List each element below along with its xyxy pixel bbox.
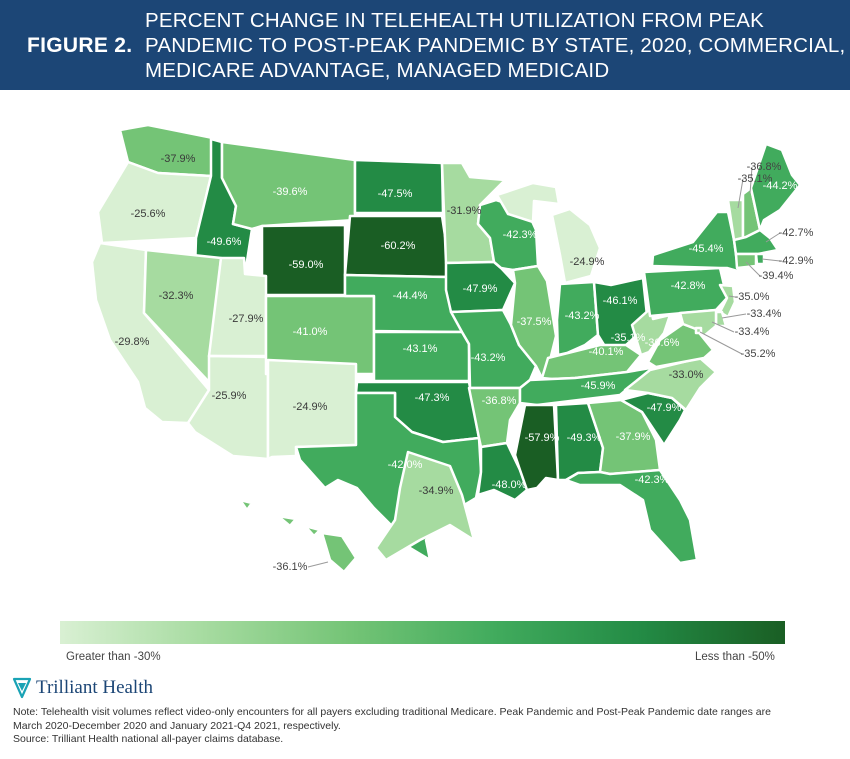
value-label-nc: -33.0% (669, 369, 704, 381)
leader-line-ri (761, 258, 781, 262)
figure-title-line-2: PANDEMIC TO POST-PEAK PANDEMIC BY STATE,… (145, 34, 846, 57)
value-label-ct: -39.4% (759, 270, 794, 282)
state-ct (734, 252, 758, 270)
value-label-mt: -39.6% (273, 186, 308, 198)
value-label-il: -37.5% (517, 316, 552, 328)
value-label-ut: -27.9% (229, 313, 264, 325)
value-label-me: -44.2% (763, 180, 798, 192)
value-label-ar: -36.8% (482, 395, 517, 407)
value-label-ca: -29.8% (115, 336, 150, 348)
leader-line-vt (737, 178, 744, 209)
state-ak (374, 450, 476, 562)
value-label-ks: -43.1% (403, 343, 438, 355)
value-label-la: -48.0% (492, 479, 527, 491)
value-label-id: -49.6% (207, 236, 242, 248)
value-label-az: -25.9% (212, 390, 247, 402)
value-label-co: -41.0% (293, 326, 328, 338)
value-label-dc: -35.2% (741, 348, 776, 360)
value-label-ny: -45.4% (689, 243, 724, 255)
value-label-tn: -45.9% (581, 380, 616, 392)
brand-name: Trilliant Health (36, 677, 153, 698)
state-mi (495, 181, 602, 285)
states-layer (90, 123, 802, 574)
state-nm (266, 358, 358, 461)
leader-line-dc (699, 331, 743, 355)
state-or (96, 160, 213, 245)
value-label-de: -33.4% (747, 308, 782, 320)
leader-lines-layer (307, 166, 781, 568)
note-line-2: March 2020-December 2020 and January 202… (13, 719, 341, 732)
state-fl (564, 468, 699, 565)
value-label-ak: -34.9% (419, 485, 454, 497)
value-labels-layer: -37.9% -25.6% -29.8% -49.6% -32.3% -39.6% -59.… (115, 153, 814, 573)
note-line-1: Note: Telehealth visit volumes reflect v… (13, 706, 771, 718)
value-label-vt: -35.1% (738, 173, 773, 185)
value-label-wy: -59.0% (289, 259, 324, 271)
figure-header: FIGURE 2. PERCENT CHANGE IN TELEHEALTH U… (0, 0, 850, 90)
leader-line-md (711, 321, 735, 333)
color-scale-legend (60, 621, 785, 644)
figure-title-line-3: MEDICARE ADVANTAGE, MANAGED MEDICAID (145, 59, 610, 82)
value-label-ms: -57.9% (525, 432, 560, 444)
leader-line-de (721, 313, 747, 319)
state-la (476, 441, 529, 502)
value-label-ri: -42.9% (779, 255, 814, 267)
value-label-ok: -47.3% (415, 392, 450, 404)
value-label-ga: -37.9% (616, 431, 651, 443)
legend-min-label: Greater than -30% (66, 651, 161, 663)
leader-line-hi (307, 561, 329, 568)
value-label-nh: -36.8% (747, 161, 782, 173)
value-label-md: -33.4% (735, 326, 770, 338)
state-ms (513, 403, 560, 492)
value-label-sd: -60.2% (381, 240, 416, 252)
figure-notes: Note: Telehealth visit volumes reflect v… (13, 706, 843, 747)
value-label-or: -25.6% (131, 208, 166, 220)
state-hi (238, 498, 358, 574)
value-label-al: -49.3% (567, 432, 602, 444)
leader-line-ct (745, 261, 761, 277)
leader-line-nj (728, 295, 736, 298)
value-label-mo: -43.2% (471, 352, 506, 364)
value-label-pa: -42.8% (671, 280, 706, 292)
value-label-in: -43.2% (565, 310, 600, 322)
value-label-wv: -35.1% (611, 332, 646, 344)
figure-label: FIGURE 2. (27, 34, 133, 57)
value-label-wa: -37.9% (161, 153, 196, 165)
us-choropleth-map: -37.9% -25.6% -29.8% -49.6% -32.3% -39.6% -59.… (90, 123, 814, 574)
value-label-sc: -47.9% (647, 402, 682, 414)
trilliant-logo-icon (12, 677, 32, 699)
legend-gradient-bar (60, 621, 785, 644)
value-label-ne: -44.4% (393, 290, 428, 302)
value-label-oh: -46.1% (603, 295, 638, 307)
value-label-ia: -47.9% (463, 283, 498, 295)
value-label-nd: -47.5% (378, 188, 413, 200)
state-ny (650, 210, 753, 277)
value-label-wi: -42.3% (503, 229, 538, 241)
state-ks (372, 330, 471, 383)
state-va (646, 322, 715, 369)
value-label-tx: -42.0% (388, 459, 423, 471)
value-label-mn: -31.9% (447, 205, 482, 217)
legend-max-label: Less than -50% (695, 651, 775, 663)
value-label-fl: -42.3% (635, 474, 670, 486)
leader-line-nh (749, 166, 753, 195)
figure-title: PERCENT CHANGE IN TELEHEALTH UTILIZATION… (145, 8, 845, 83)
figure-title-line-1: PERCENT CHANGE IN TELEHEALTH UTILIZATION… (145, 9, 765, 32)
brand-logo: Trilliant Health (12, 676, 153, 700)
value-label-nm: -24.9% (293, 401, 328, 413)
value-label-nj: -35.0% (735, 291, 770, 303)
value-label-nv: -32.3% (159, 290, 194, 302)
state-md (678, 308, 718, 338)
value-label-ky: -40.1% (589, 346, 624, 358)
source-line: Source: Trilliant Health national all-pa… (13, 733, 284, 745)
value-label-hi: -36.1% (273, 561, 308, 573)
state-me (749, 142, 802, 232)
value-label-mi: -24.9% (570, 256, 605, 268)
value-label-ma: -42.7% (779, 227, 814, 239)
value-label-va: -36.6% (645, 337, 680, 349)
state-nd (353, 158, 445, 215)
leader-line-ma (765, 232, 781, 243)
state-pa (642, 266, 729, 318)
